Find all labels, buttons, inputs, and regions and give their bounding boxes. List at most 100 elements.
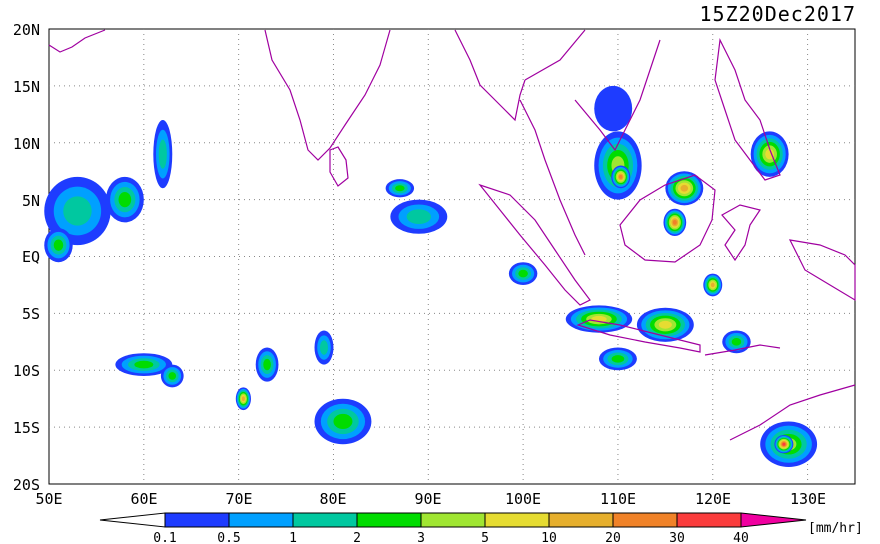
lon-labels: 50E 60E 70E 80E 90E 100E 110E 120E 130E [35,490,826,508]
rain-cell-gulf-thailand [594,85,633,132]
lat-label-10s: 10S [13,362,40,380]
lon-label-80e: 80E [319,490,346,508]
colorbar-tick-0-5: 0.5 [217,531,240,544]
colorbar-low-arrow [99,512,166,528]
rain-cell-sulawesi [703,273,723,297]
rain-contour [319,340,329,355]
lon-label-50e: 50E [35,490,62,508]
lon-label-70e: 70E [225,490,252,508]
rain-layer [44,85,818,467]
rain-cell-arabian-sea [44,176,111,246]
map-timestamp: 15Z20Dec2017 [700,2,857,26]
rain-cell-indian-ocean-5 [314,398,372,445]
colorbar-tick-30: 30 [669,531,685,544]
rain-cell-bay-of-bengal [385,179,415,198]
rain-contour [619,174,623,179]
rain-cell-indian-ocean-1 [115,353,173,376]
rain-cell-java-sea [565,305,633,333]
rain-cell-south-china-sea-core [611,165,631,189]
colorbar-tick-5: 5 [481,531,489,544]
coast-java [576,319,701,353]
colorbar-tick-1: 1 [289,531,297,544]
colorbar-segment [356,512,422,528]
colorbar-tick-10: 10 [541,531,557,544]
rain-cell-indian-ocean-2 [160,364,184,388]
lat-label-20n: 20N [13,21,40,39]
rain-contour [594,85,633,132]
rain-cell-australia-core [774,435,794,454]
coast-india [264,29,391,161]
rain-contour [611,355,625,363]
rain-contour [118,192,132,208]
rain-contour [518,269,528,278]
colorbar-segments [164,512,742,528]
rain-cell-equator-west [44,228,73,263]
colorbar: 0.1 0.5 1 2 3 5 10 20 30 40 [mm/hr] [99,512,863,544]
colorbar-unit: [mm/hr] [808,521,863,536]
colorbar-tick-20: 20 [605,531,621,544]
rain-contour [406,209,432,224]
rain-cell-indian-ocean-3 [255,347,279,382]
colorbar-segment [676,512,742,528]
lon-label-60e: 60E [130,490,157,508]
rain-contour [680,184,689,192]
lat-labels: 20N 15N 10N 5N EQ 5S 10S 15S 20S [13,21,40,494]
rain-cell-borneo-north [665,171,704,206]
lat-label-15n: 15N [13,78,40,96]
coastlines [48,29,856,441]
coast-malay-peninsula [519,99,586,256]
colorbar-segment [612,512,678,528]
lat-label-eq: EQ [22,248,40,266]
map-frame [48,28,856,485]
rain-contour [134,360,154,369]
coast-lesser-sunda [704,344,781,356]
colorbar-tick-2: 2 [353,531,361,544]
colorbar-segment [548,512,614,528]
rain-cell-arabian-sea-2 [105,176,144,223]
coast-sulawesi [721,204,761,262]
colorbar-tick-3: 3 [417,531,425,544]
rain-contour [333,413,353,430]
rain-cell-java-south [598,347,637,371]
rain-cell-south-china-sea [594,131,642,200]
lat-label-5s: 5S [22,305,40,323]
lat-label-5n: 5N [22,192,40,210]
lat-label-10n: 10N [13,135,40,153]
rain-contour [710,282,715,288]
rain-cell-indian-ocean-4 [235,387,251,411]
coast-borneo [619,174,716,263]
colorbar-high-arrow [740,512,807,528]
rain-cell-sumatra [508,262,538,285]
coast-new-guinea [788,239,856,302]
rain-cell-arabian-ne [153,120,173,189]
colorbar-segment [228,512,294,528]
rain-contour [731,338,742,346]
lon-label-90e: 90E [414,490,441,508]
rain-contour [63,196,92,226]
rain-contour [658,320,672,329]
rain-contour [672,219,677,225]
lat-label-20s: 20S [13,476,40,494]
colorbar-segment [484,512,550,528]
coast-sumatra [478,183,591,306]
rain-contour [168,372,177,380]
rain-cell-java-sea-east [636,307,694,342]
colorbar-segment [164,512,230,528]
rain-contour [765,148,775,160]
rain-cell-timor [722,330,751,354]
coast-indochina [524,29,661,152]
coast-sri-lanka [329,146,349,187]
coast-arabia [48,29,106,53]
rain-cell-borneo-east [663,208,687,237]
coast-philippines [714,37,781,181]
coast-australia [729,384,856,441]
rain-contour [53,239,64,251]
lon-label-130e: 130E [790,490,826,508]
rain-contour [782,442,786,446]
rain-contour [395,185,405,192]
colorbar-segment [292,512,358,528]
rain-contour [263,358,271,371]
lon-label-110e: 110E [600,490,636,508]
rain-cell-philippines [750,131,789,177]
